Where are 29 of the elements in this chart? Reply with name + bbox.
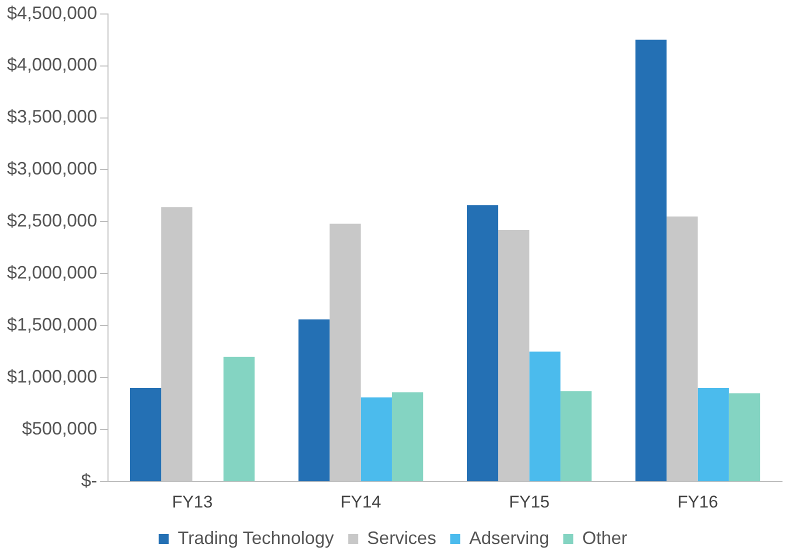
bar (560, 391, 592, 482)
legend-label: Other (582, 528, 628, 548)
bar (466, 205, 498, 482)
legend-label: Services (367, 528, 436, 548)
y-tick-label: $- (81, 470, 98, 491)
y-tick-label: $2,500,000 (6, 210, 98, 231)
y-tick-label: $1,500,000 (6, 314, 98, 335)
x-tick-label: FY16 (677, 492, 718, 512)
bar (298, 319, 330, 482)
y-tick-label: $3,000,000 (6, 158, 98, 179)
x-tick-label: FY15 (508, 492, 550, 512)
y-tick-label: $4,500,000 (6, 2, 98, 23)
bar (529, 352, 560, 482)
y-tick-label: $2,000,000 (6, 262, 98, 283)
bar (698, 388, 729, 482)
x-tick-label: FY13 (172, 492, 213, 512)
bar (130, 388, 162, 482)
y-tick-label: $4,000,000 (6, 54, 98, 75)
bar (223, 356, 255, 482)
bar (635, 40, 667, 482)
x-tick-label: FY14 (340, 492, 382, 512)
legend-label: Trading Technology (178, 528, 334, 548)
bar (728, 393, 760, 482)
y-tick-label: $1,000,000 (6, 366, 98, 387)
y-tick-label: $500,000 (22, 418, 98, 439)
legend-label: Adserving (469, 528, 550, 548)
bar (392, 392, 424, 482)
bar (360, 397, 392, 482)
y-tick-label: $3,500,000 (6, 106, 98, 127)
